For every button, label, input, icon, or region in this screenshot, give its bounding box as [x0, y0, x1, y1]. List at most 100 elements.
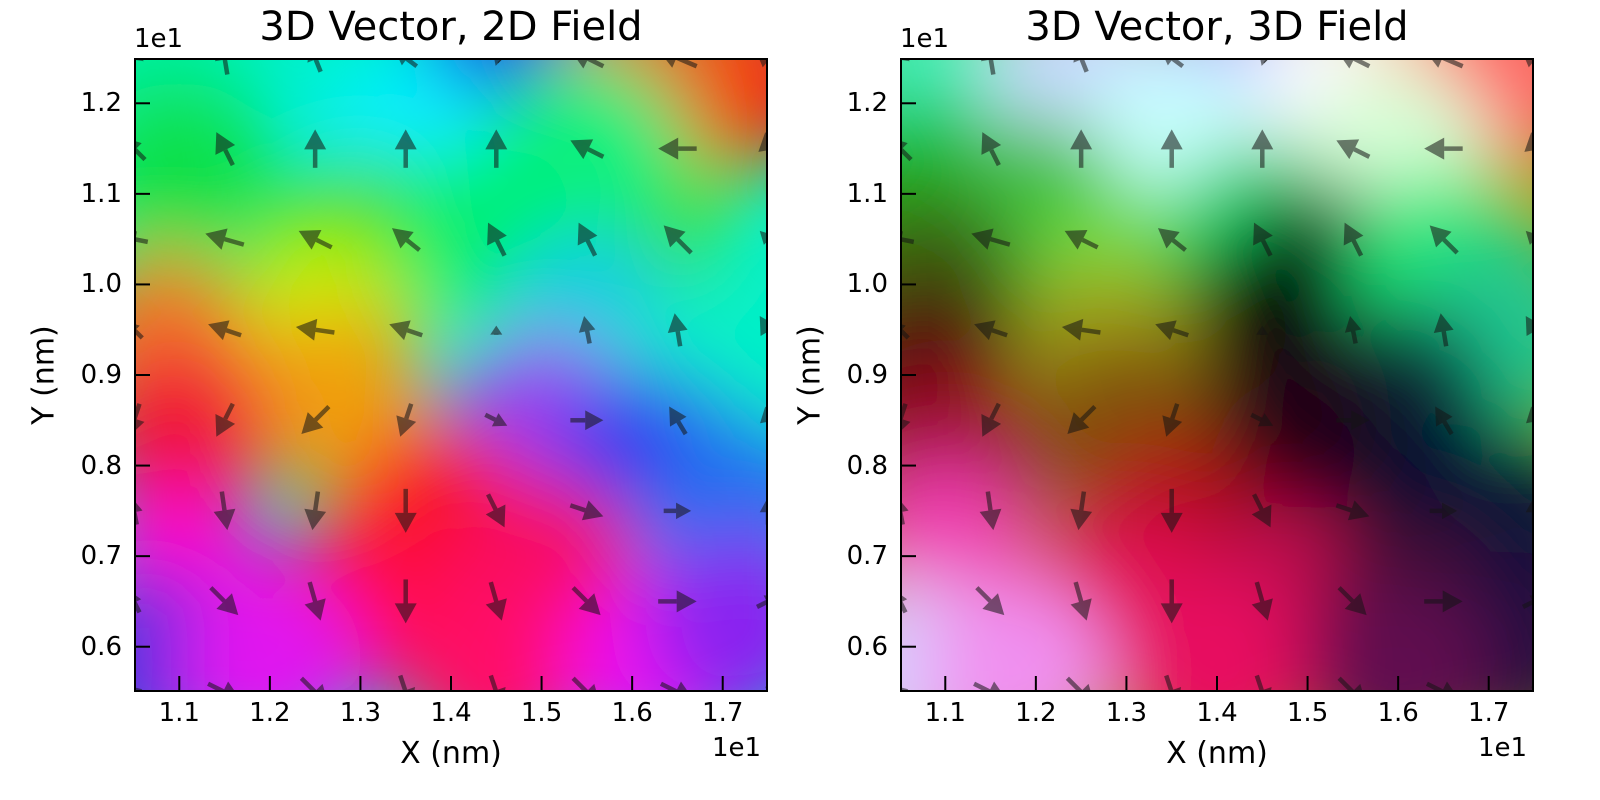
panel-1-plot: [134, 58, 768, 692]
panel-2-y-scale-label: 1e1: [900, 24, 950, 54]
panel-1-x-scale-label: 1e1: [712, 733, 762, 763]
vector-arrow: [304, 581, 326, 621]
y-tick-label: 0.8: [80, 450, 122, 481]
vector-arrow: [663, 225, 693, 255]
vector-arrow: [658, 137, 697, 160]
vector-arrow: [487, 222, 507, 257]
y-tick-label: 1.0: [80, 269, 122, 300]
y-tick-label: 1.2: [846, 88, 888, 119]
vector-arrow: [299, 676, 325, 692]
vector-arrow: [484, 412, 508, 427]
panel-2-x-axis-label: X (nm): [1166, 736, 1268, 771]
vector-arrow: [1524, 132, 1534, 163]
vector-arrow: [215, 132, 236, 167]
x-tick-label: 1.3: [339, 698, 382, 728]
vector-arrow: [485, 581, 507, 621]
x-tick-label: 1.6: [611, 698, 653, 728]
y-tick-label: 0.6: [80, 631, 122, 662]
vector-arrow: [1525, 315, 1534, 337]
vector-arrow: [396, 403, 417, 437]
x-tick-label: 1.1: [158, 698, 200, 728]
vector-arrow: [394, 129, 417, 168]
vector-arrow: [974, 320, 1008, 341]
vector-arrow: [1065, 676, 1091, 692]
field-color-blob: [645, 533, 768, 692]
vector-arrow: [1064, 229, 1099, 250]
vector-arrow: [1067, 404, 1097, 435]
vector-arrow: [1337, 676, 1363, 692]
x-tick-label: 1.4: [1196, 698, 1238, 728]
vector-arrow: [394, 488, 417, 533]
vector-arrow: [981, 132, 1002, 167]
x-tick-label: 1.2: [1015, 698, 1057, 728]
vector-arrow: [759, 497, 768, 525]
panel-1-title: 3D Vector, 2D Field: [259, 4, 643, 50]
field-color-blob: [174, 569, 365, 692]
vector-arrow: [667, 313, 688, 347]
vector-arrow: [1336, 410, 1370, 431]
vector-arrow: [215, 402, 236, 437]
vector-arrow: [1160, 579, 1183, 624]
vector-arrow: [1344, 315, 1362, 344]
vector-arrow: [758, 58, 768, 68]
vector-arrow: [979, 491, 1002, 531]
vector-arrow: [570, 410, 604, 431]
vector-arrow: [1160, 488, 1183, 533]
vector-arrow: [1162, 403, 1183, 437]
x-tick-label: 1.5: [1286, 698, 1329, 728]
panel-2-title: 3D Vector, 3D Field: [1025, 4, 1409, 50]
y-tick-label: 0.9: [80, 360, 122, 390]
vector-arrow: [391, 228, 421, 252]
x-tick-label: 1.7: [1468, 698, 1510, 728]
vector-arrow: [669, 406, 688, 436]
vector-arrow: [295, 318, 335, 341]
y-tick-label: 0.7: [846, 541, 888, 572]
vector-arrow: [301, 404, 331, 435]
y-tick-label: 1.1: [846, 178, 888, 209]
vector-arrow: [1256, 325, 1269, 335]
vector-arrow: [1525, 497, 1534, 525]
vector-arrow: [981, 402, 1002, 437]
x-tick-label: 1.2: [249, 698, 291, 728]
vector-arrow: [571, 676, 597, 692]
panel-2-y-axis-label: Y (nm): [792, 325, 828, 425]
field-color-blob: [1303, 578, 1494, 692]
vector-arrow: [485, 493, 506, 528]
field-color-blob: [922, 578, 1113, 692]
vector-arrow: [663, 502, 692, 520]
x-tick-label: 1.3: [1105, 698, 1148, 728]
vector-arrow: [1157, 228, 1187, 252]
vector-arrow: [1435, 406, 1454, 436]
panel-2-plot: [900, 58, 1534, 692]
vector-arrow: [975, 586, 1005, 616]
vector-arrow: [1525, 230, 1534, 245]
field-color-blob: [401, 578, 592, 692]
vector-arrow: [1335, 500, 1370, 521]
vector-arrow: [1336, 139, 1371, 160]
vector-arrow: [658, 590, 697, 613]
vector-arrow: [208, 320, 242, 341]
x-tick-label: 1.6: [1377, 698, 1419, 728]
vector-arrow: [1337, 586, 1367, 616]
vector-arrow: [1251, 129, 1274, 168]
vector-arrow: [578, 315, 596, 344]
field-color-blob: [134, 343, 275, 534]
y-tick-label: 1.0: [846, 269, 888, 300]
vector-arrow: [1070, 581, 1092, 621]
vector-arrow: [1524, 58, 1534, 68]
vector-arrow: [570, 139, 605, 160]
x-tick-label: 1.1: [924, 698, 966, 728]
vector-arrow: [1424, 590, 1463, 613]
y-tick-label: 0.6: [846, 631, 888, 662]
vector-arrow: [1429, 502, 1458, 520]
vector-arrow: [304, 129, 327, 168]
vector-arrow: [1429, 225, 1459, 255]
vector-arrow: [1061, 318, 1101, 341]
y-tick-label: 1.1: [80, 178, 122, 209]
y-tick-label: 1.2: [80, 88, 122, 119]
vector-arrow: [213, 491, 236, 531]
vector-arrow: [394, 579, 417, 624]
vector-arrow: [1251, 493, 1272, 528]
y-tick-label: 0.9: [846, 360, 888, 390]
